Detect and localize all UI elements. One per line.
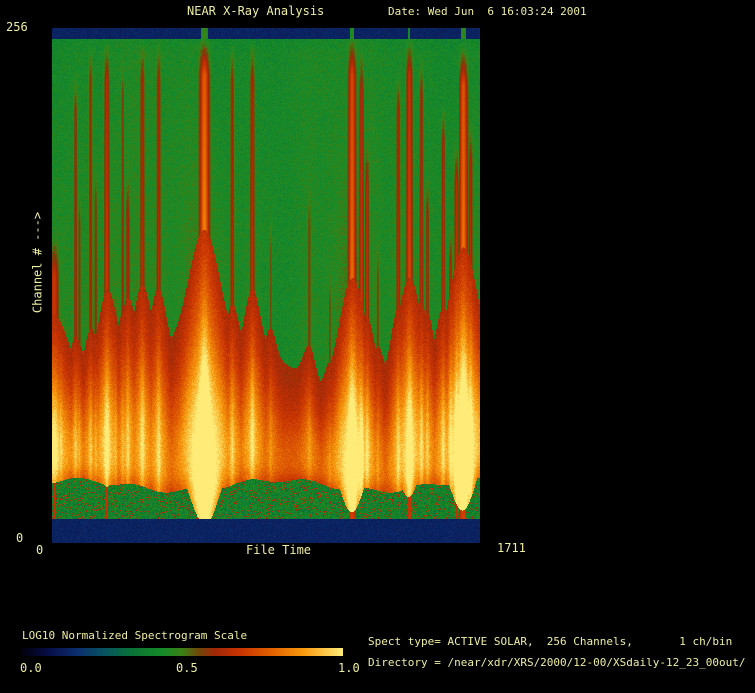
- directory-info: Directory = /near/xdr/XRS/2000/12-00/XSd…: [368, 656, 746, 669]
- colorbar-tick-mid: 0.5: [176, 661, 198, 675]
- figure-date: Date: Wed Jun 6 16:03:24 2001: [388, 5, 587, 18]
- figure-title: NEAR X-Ray Analysis: [187, 4, 325, 18]
- y-axis-max-label: 256: [6, 20, 28, 34]
- colorbar-gradient: [22, 648, 343, 656]
- spectrogram-heatmap: [52, 28, 480, 543]
- colorbar-tick-max: 1.0: [338, 661, 360, 675]
- colorbar-label: LOG10 Normalized Spectrogram Scale: [22, 629, 248, 642]
- colorbar-tick-min: 0.0: [20, 661, 42, 675]
- x-axis-min-label: 0: [36, 543, 44, 557]
- spect-type-info: Spect type= ACTIVE SOLAR, 256 Channels, …: [368, 635, 733, 648]
- x-axis-max-label: 1711: [497, 541, 526, 555]
- y-axis-label: Channel # --->: [30, 211, 45, 314]
- x-axis-label: File Time: [246, 543, 312, 557]
- y-axis-min-label: 0: [16, 531, 24, 545]
